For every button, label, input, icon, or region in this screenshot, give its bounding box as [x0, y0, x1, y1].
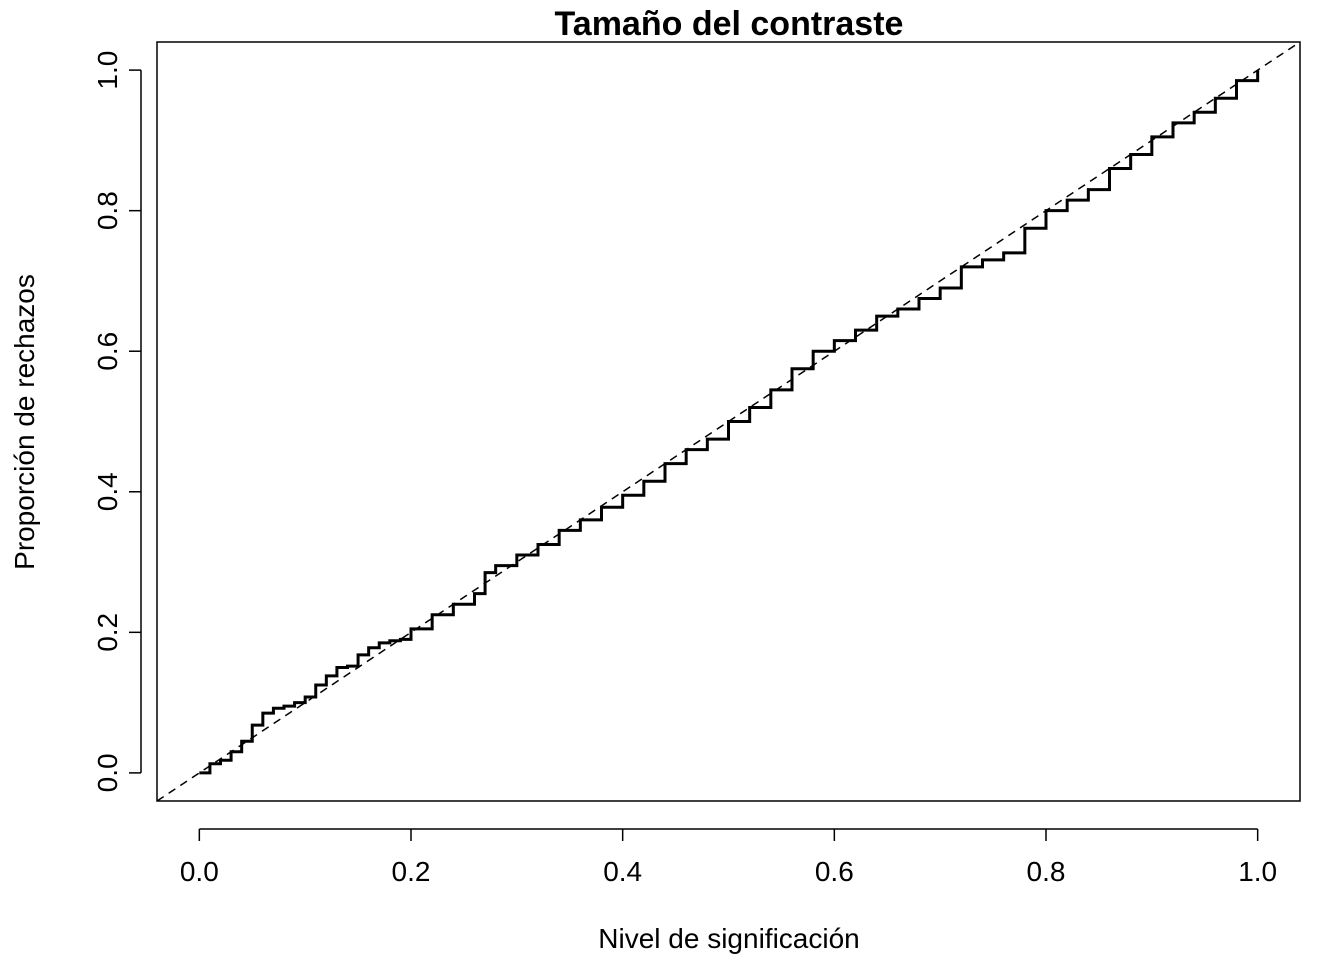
x-tick-label: 0.6	[815, 856, 854, 887]
y-axis-label: Proporción de rechazos	[9, 274, 40, 570]
chart-title: Tamaño del contraste	[555, 5, 904, 43]
x-tick-label: 0.2	[392, 856, 431, 887]
y-axis: 0.0 0.2 0.4 0.6 0.8 1.0	[92, 51, 142, 792]
y-tick-label: 0.8	[92, 191, 123, 230]
y-tick-label: 0.2	[92, 613, 123, 652]
y-tick-label: 0.0	[92, 753, 123, 792]
x-axis: 0.0 0.2 0.4 0.6 0.8 1.0	[180, 828, 1277, 887]
rejection-proportion-step-line	[199, 70, 1260, 775]
x-tick-label: 0.8	[1027, 856, 1066, 887]
y-tick-label: 0.6	[92, 332, 123, 371]
x-tick-label: 0.0	[180, 856, 219, 887]
x-tick-label: 1.0	[1238, 856, 1277, 887]
x-tick-label: 0.4	[603, 856, 642, 887]
y-tick-label: 0.4	[92, 472, 123, 511]
plot-frame	[156, 41, 1301, 802]
plot-area	[157, 42, 1300, 801]
x-axis-label: Nivel de significación	[598, 923, 859, 954]
y-tick-label: 1.0	[92, 51, 123, 90]
